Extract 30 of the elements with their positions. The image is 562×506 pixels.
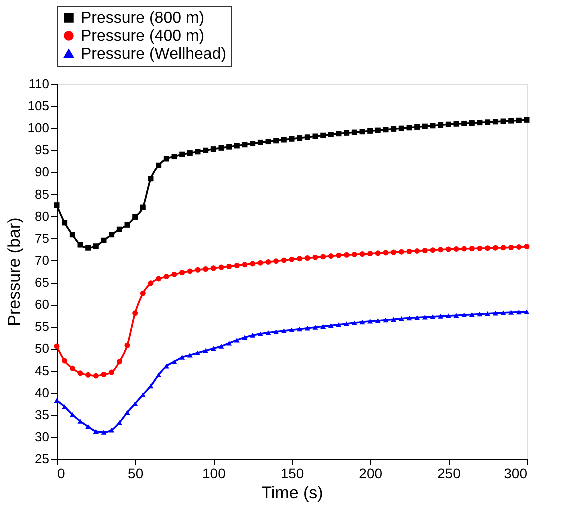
x-tick-label: 50 bbox=[128, 466, 144, 482]
x-tick-label: 300 bbox=[504, 466, 528, 482]
x-tick-label: 150 bbox=[280, 466, 304, 482]
y-tick-label: 45 bbox=[35, 363, 50, 378]
y-tick-label: 40 bbox=[35, 385, 50, 400]
y-tick-label: 100 bbox=[28, 120, 50, 136]
y-tick-label: 85 bbox=[35, 186, 50, 202]
x-tick-label: 250 bbox=[437, 466, 462, 482]
y-tick-label: 90 bbox=[35, 164, 50, 180]
y-tick-label: 60 bbox=[35, 297, 50, 312]
y-tick-label: 55 bbox=[35, 319, 50, 334]
y-tick-label: 75 bbox=[35, 230, 50, 246]
legend-label: Pressure (Wellhead) bbox=[81, 46, 227, 63]
x-tick-label: 100 bbox=[202, 466, 226, 482]
legend-label: Pressure (800 m) bbox=[81, 10, 205, 27]
y-tick-label: 95 bbox=[35, 142, 50, 158]
legend-label: Pressure (400 m) bbox=[81, 28, 205, 45]
y-tick-label: 50 bbox=[35, 341, 50, 356]
y-tick-label: 35 bbox=[35, 407, 50, 422]
y-tick-label: 110 bbox=[28, 76, 50, 92]
y-tick-label: 80 bbox=[35, 208, 50, 224]
y-tick-label: 70 bbox=[35, 252, 50, 268]
y-tick-label: 25 bbox=[35, 452, 50, 466]
x-tick-label: 0 bbox=[58, 466, 66, 482]
y-tick-label: 105 bbox=[28, 98, 50, 114]
y-tick-label: 30 bbox=[35, 429, 50, 444]
x-axis-title: Time (s) bbox=[262, 484, 324, 502]
y-tick-label: 65 bbox=[35, 275, 50, 290]
x-tick-label: 200 bbox=[359, 466, 383, 482]
y-axis-title: Pressure (bar) bbox=[4, 218, 24, 326]
